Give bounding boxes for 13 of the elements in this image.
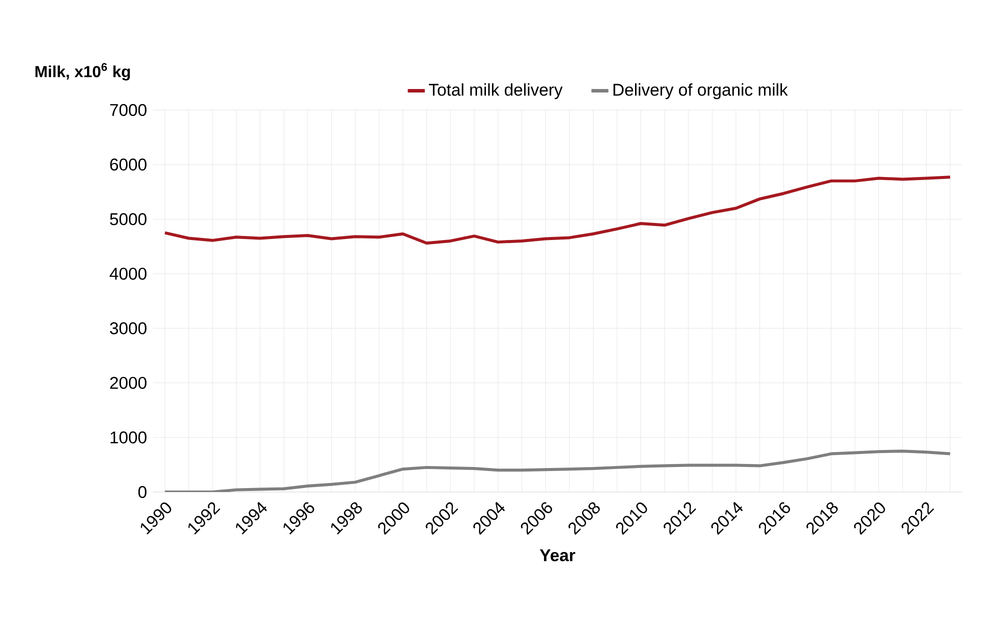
legend-label: Delivery of organic milk	[614, 83, 788, 100]
y-tick-label: 4000	[110, 268, 146, 280]
y-tick-label: 5000	[110, 213, 146, 226]
y-tick-label: 2000	[110, 376, 146, 389]
y-tick-label: 3000	[110, 322, 146, 334]
legend-label: Total milk delivery	[428, 83, 563, 100]
y-tick-label: 7000	[110, 104, 146, 116]
y-tick-label: 0	[138, 486, 146, 498]
y-tick-label: 1000	[110, 431, 146, 444]
y-axis-title: Milk, x10$^{6}$ kg	[35, 63, 130, 81]
x-axis-title: Year	[540, 549, 576, 562]
line-series	[163, 176, 952, 245]
y-tick-label: 6000	[110, 158, 146, 171]
